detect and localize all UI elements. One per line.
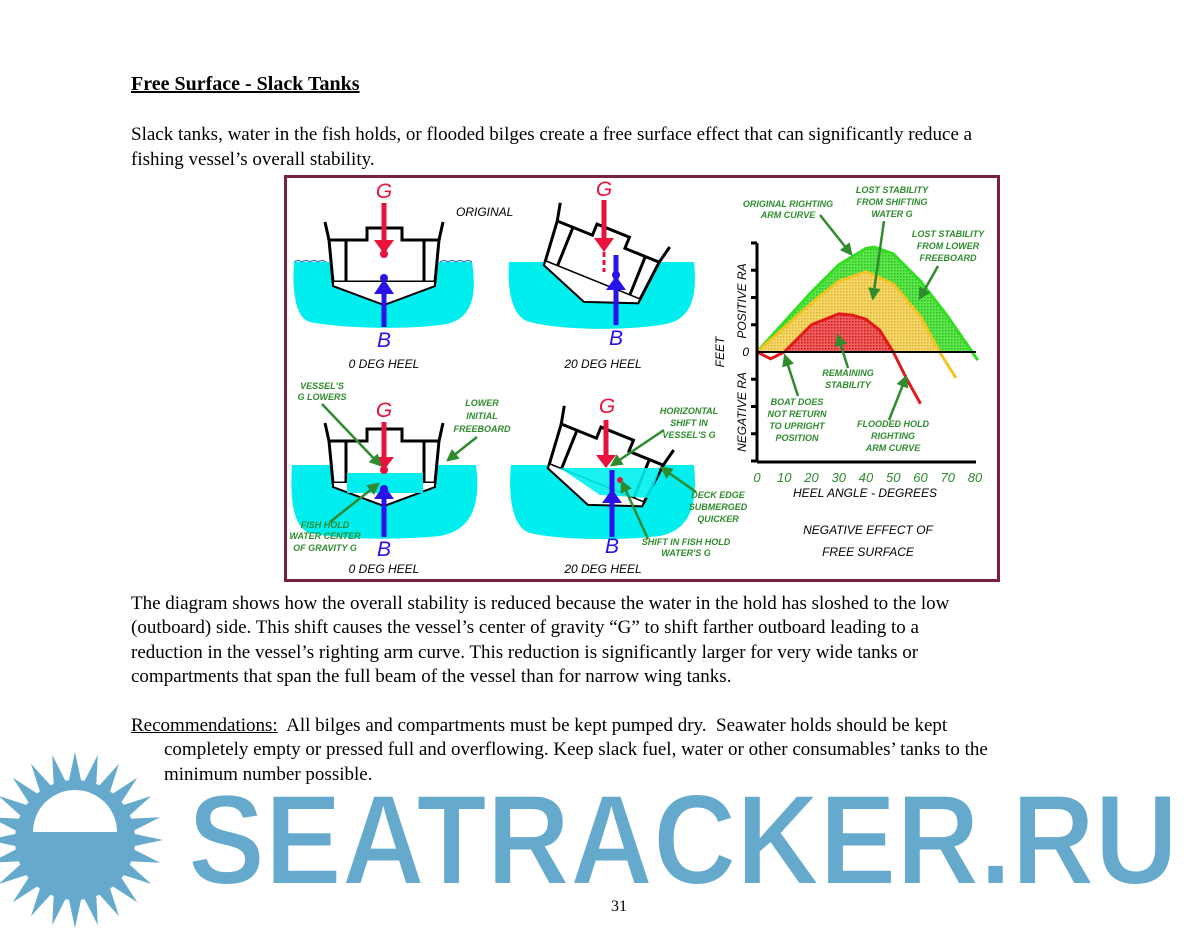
x-tick-label: 0 [753, 470, 761, 485]
x-tick-label: 10 [777, 470, 792, 485]
caption: 20 DEG HEEL [563, 357, 641, 371]
annotation: LOST STABILITY [856, 185, 929, 195]
annotation: POSITION [775, 433, 819, 443]
annotation: ARM CURVE [865, 443, 921, 453]
page-number: 31 [611, 898, 627, 915]
y-label: FEET [713, 335, 727, 367]
g-label: G [376, 399, 392, 422]
annotation: NOT RETURN [768, 409, 827, 419]
x-tick-label: 70 [941, 470, 956, 485]
flooded-area [757, 313, 921, 352]
recommendations-text: All bilges and compartments must be kept… [277, 715, 948, 736]
boat-flooded-20deg: G B 20 DEG HEEL [510, 395, 695, 576]
flooded-curve [756, 312, 922, 405]
recommendations-label: Recommendations: [131, 715, 278, 736]
annotation: LOST STABILITY [912, 229, 985, 239]
shifted-curve [755, 270, 958, 379]
annotation: HORIZONTAL [660, 406, 718, 416]
annotation: VESSEL'S [300, 381, 344, 391]
annotation: FROM SHIFTING [857, 197, 928, 207]
x-tick-label: 50 [886, 470, 901, 485]
y-label-negative: NEGATIVE RA [735, 372, 749, 452]
annotation: SUBMERGED [689, 502, 748, 512]
b-label: B [377, 538, 391, 561]
annotation: ORIGINAL RIGHTING [743, 199, 833, 209]
body-line: The diagram shows how the overall stabil… [131, 593, 950, 614]
annotation: G LOWERS [298, 392, 347, 402]
section-title: Free Surface - Slack Tanks [131, 73, 360, 95]
annotation: TO UPRIGHT [769, 421, 826, 431]
g-label: G [376, 180, 392, 203]
body-line: (outboard) side. This shift causes the v… [131, 617, 919, 638]
x-tick-label: 20 [803, 470, 819, 485]
sun-logo-icon [0, 752, 163, 928]
annotation: FREEBOARD [919, 253, 977, 263]
chart-title: FREE SURFACE [822, 545, 915, 559]
seatracker-watermark: SEATRACKER.RU [0, 752, 1179, 928]
annotation: FREEBOARD [453, 424, 511, 434]
chart-title: NEGATIVE EFFECT OF [803, 523, 933, 537]
annotation: REMAINING [822, 368, 874, 378]
body-line: reduction in the vessel’s righting arm c… [131, 642, 919, 663]
annotation: OF GRAVITY G [293, 543, 357, 553]
y-tick-label: 0 [742, 345, 749, 359]
watermark-text: SEATRACKER.RU [188, 769, 1178, 912]
g-label: G [596, 178, 612, 201]
annotation: RIGHTING [871, 431, 915, 441]
x-tick-label: 60 [913, 470, 928, 485]
caption: 0 DEG HEEL [349, 357, 420, 371]
annotation: WATER CENTER [289, 531, 361, 541]
annotation: ARM CURVE [760, 210, 816, 220]
recommendations-line: completely empty or pressed full and ove… [164, 739, 988, 760]
y-label-positive: POSITIVE RA [735, 263, 749, 338]
free-surface-figure: G B 0 DEG HEEL ORIGINAL G B 20 DEG HEEL … [284, 175, 1000, 582]
b-label: B [377, 329, 391, 352]
x-tick-label: 40 [859, 470, 874, 485]
annotation: STABILITY [825, 380, 872, 390]
b-label: B [605, 535, 619, 558]
caption: 20 DEG HEEL [563, 562, 641, 576]
caption: 0 DEG HEEL [349, 562, 420, 576]
original-label: ORIGINAL [456, 205, 513, 219]
g-label: G [599, 395, 615, 418]
x-tick-label: 80 [968, 470, 983, 485]
annotation: INITIAL [466, 411, 498, 421]
annotation: FROM LOWER [917, 241, 980, 251]
original-curve [755, 245, 979, 362]
annotation: FISH HOLD [301, 520, 350, 530]
annotation: WATER G [871, 209, 912, 219]
annotation: SHIFT IN FISH HOLD [642, 537, 731, 547]
annotation: LOWER [465, 398, 499, 408]
intro-line: fishing vessel’s overall stability. [131, 149, 375, 170]
annotation: FLOODED HOLD [857, 419, 929, 429]
recommendations: Recommendations: All bilges and compartm… [131, 714, 947, 738]
intro-line: Slack tanks, water in the fish holds, or… [131, 124, 973, 145]
x-tick-label: 30 [832, 470, 847, 485]
x-label: HEEL ANGLE - DEGREES [793, 486, 937, 500]
righting-arm-chart: 0 10 20 30 40 50 60 70 80 0 POSITIVE RA NEGATIVE… [713, 185, 985, 559]
boat-flooded-0deg: G B 0 DEG HEEL [291, 399, 478, 576]
annotation: SHIFT IN [670, 418, 708, 428]
annotation: QUICKER [697, 514, 739, 524]
body-line: compartments that span the full beam of … [131, 666, 732, 687]
boat-original-20deg: G B 20 DEG HEEL [508, 178, 695, 371]
boat-original-0deg: G B 0 DEG HEEL [293, 180, 474, 371]
annotation: WATER'S G [661, 548, 710, 558]
b-label: B [609, 327, 623, 350]
annotation: VESSEL'S G [662, 430, 715, 440]
recommendations-line: minimum number possible. [164, 764, 373, 785]
annotation: DECK EDGE [691, 490, 746, 500]
annotation: BOAT DOES [771, 397, 824, 407]
